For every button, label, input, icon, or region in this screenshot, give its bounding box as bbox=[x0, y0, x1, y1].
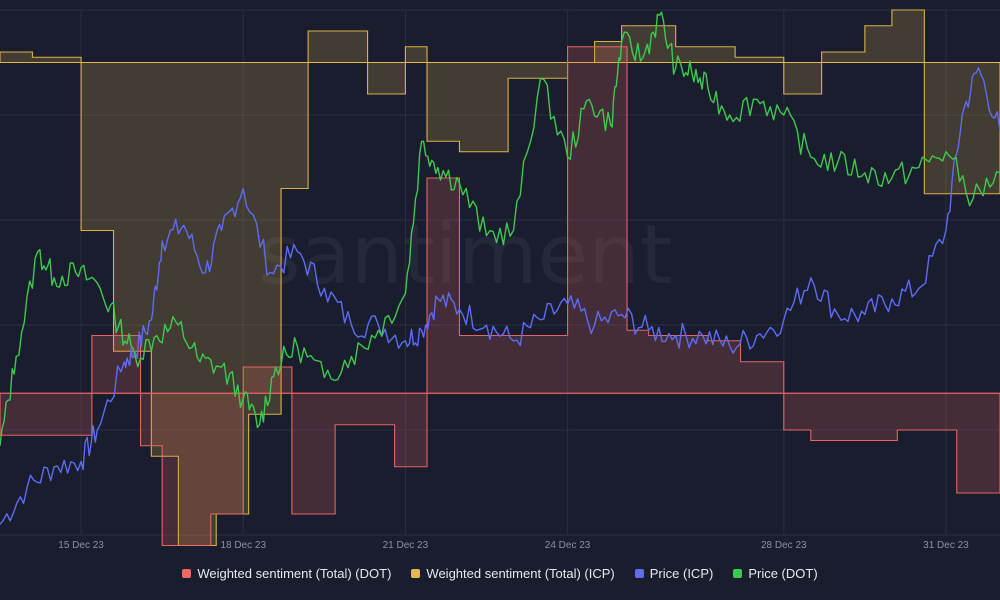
x-tick-label: 21 Dec 23 bbox=[383, 540, 429, 551]
legend-label-icp-sentiment: Weighted sentiment (Total) (ICP) bbox=[426, 566, 615, 581]
legend-item-dot-sentiment[interactable]: Weighted sentiment (Total) (DOT) bbox=[182, 566, 391, 581]
x-axis-ticks: 15 Dec 23 18 Dec 23 21 Dec 23 24 Dec 23 28 D… bbox=[58, 540, 969, 551]
dot-sentiment-area bbox=[0, 46, 1000, 547]
icp-sentiment-area bbox=[0, 9, 1000, 547]
santiment-watermark: santiment bbox=[258, 208, 672, 303]
legend-label-dot-sentiment: Weighted sentiment (Total) (DOT) bbox=[197, 566, 392, 581]
legend-label-icp-price: Price (ICP) bbox=[649, 566, 714, 581]
dot-price-line bbox=[0, 11, 1000, 446]
chart-area: santiment 15 Dec 23 18 Dec 23 21 Dec 23 24 … bbox=[0, 0, 1000, 560]
x-tick-label: 18 Dec 23 bbox=[220, 540, 266, 551]
sentiment-areas bbox=[0, 9, 1000, 547]
legend-label-dot-price: Price (DOT) bbox=[748, 566, 818, 581]
legend-swatch-icp-price bbox=[634, 569, 644, 578]
legend-swatch-dot-price bbox=[733, 569, 743, 578]
legend-swatch-icp-sentiment bbox=[411, 569, 421, 578]
legend: Weighted sentiment (Total) (DOT) Weighte… bbox=[0, 566, 1000, 581]
x-tick-label: 31 Dec 23 bbox=[923, 540, 969, 551]
icp-price-line bbox=[0, 67, 1000, 525]
x-tick-label: 15 Dec 23 bbox=[58, 540, 104, 551]
legend-item-icp-price[interactable]: Price (ICP) bbox=[634, 566, 714, 581]
x-tick-label: 28 Dec 23 bbox=[761, 540, 807, 551]
x-tick-label: 24 Dec 23 bbox=[545, 540, 591, 551]
plot-background bbox=[0, 0, 1000, 560]
legend-swatch-dot-sentiment bbox=[182, 569, 192, 578]
price-lines bbox=[0, 11, 1000, 525]
legend-item-icp-sentiment[interactable]: Weighted sentiment (Total) (ICP) bbox=[411, 566, 615, 581]
legend-item-dot-price[interactable]: Price (DOT) bbox=[733, 566, 818, 581]
